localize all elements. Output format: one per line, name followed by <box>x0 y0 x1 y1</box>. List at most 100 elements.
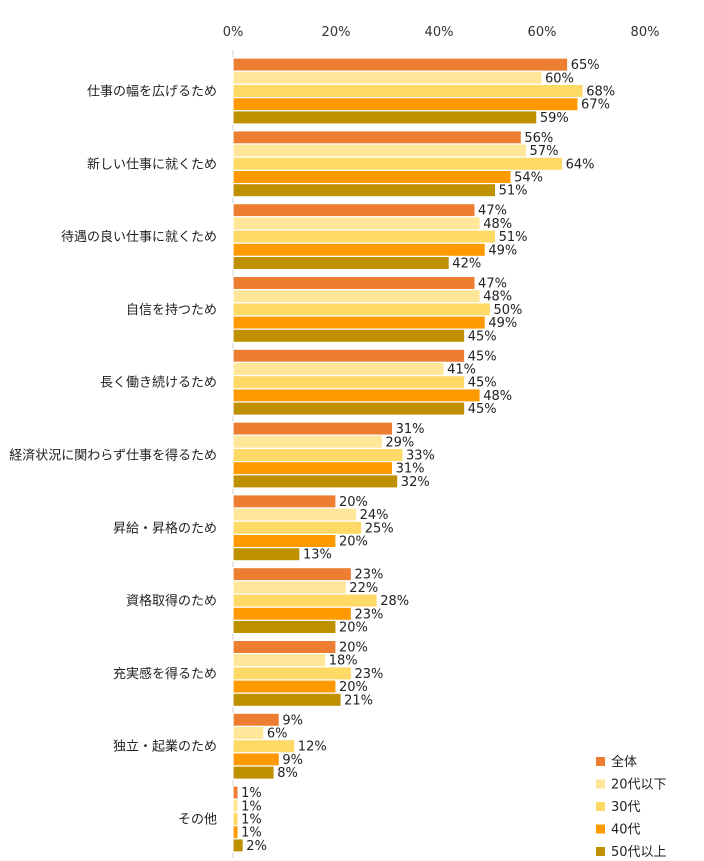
data-label: 20% <box>339 495 368 510</box>
data-label: 1% <box>241 813 262 828</box>
data-label: 2% <box>246 839 267 854</box>
legend-swatch <box>596 847 605 856</box>
bar <box>232 328 466 344</box>
bar <box>232 302 492 317</box>
data-label: 59% <box>540 111 569 126</box>
data-label: 45% <box>468 349 497 364</box>
bar <box>232 434 383 450</box>
data-label: 8% <box>277 766 298 781</box>
bar <box>232 679 337 694</box>
bar <box>232 546 301 562</box>
data-label: 56% <box>524 131 553 146</box>
data-label: 51% <box>499 184 528 199</box>
legend-swatch <box>596 757 605 766</box>
data-label: 47% <box>478 277 507 292</box>
bar <box>232 70 543 85</box>
bar <box>232 375 466 390</box>
data-label: 45% <box>468 329 497 344</box>
category-label: 待遇の良い仕事に就くため <box>61 229 217 245</box>
bar <box>232 361 445 377</box>
bar <box>232 183 497 198</box>
category-label: 資格取得のため <box>126 593 217 609</box>
bar <box>232 289 481 304</box>
x-tick-label: 40% <box>425 25 454 40</box>
bar <box>232 824 239 840</box>
data-label: 20% <box>339 535 368 550</box>
bar <box>232 606 353 622</box>
bar <box>232 348 466 364</box>
bars: 65%60%68%67%59%56%57%64%54%51%47%48%51%4… <box>232 57 615 854</box>
category-label: 新しい仕事に就くため <box>87 156 217 172</box>
data-label: 68% <box>586 85 615 100</box>
bar <box>232 242 486 257</box>
data-label: 20% <box>339 621 368 636</box>
data-label: 48% <box>483 290 512 305</box>
bar <box>232 533 337 549</box>
bar <box>232 785 239 800</box>
bar <box>232 838 244 853</box>
category-label: 独立・起業のため <box>113 739 217 755</box>
bar <box>232 566 353 582</box>
legend-label: 30代 <box>611 800 641 815</box>
data-label: 32% <box>401 475 430 490</box>
x-tick-label: 0% <box>223 25 244 40</box>
data-label: 33% <box>406 449 435 464</box>
category-label: 充実感を得るため <box>113 666 217 682</box>
data-label: 23% <box>354 667 383 682</box>
data-label: 23% <box>354 607 383 622</box>
data-label: 45% <box>468 402 497 417</box>
category-label: 長く働き続けるため <box>100 376 217 391</box>
bar <box>232 593 378 608</box>
bar <box>232 712 280 728</box>
data-label: 60% <box>545 71 574 86</box>
data-label: 48% <box>483 217 512 232</box>
data-label: 54% <box>514 171 543 186</box>
legend-swatch <box>596 824 605 834</box>
data-label: 20% <box>339 641 368 656</box>
bar <box>232 275 476 291</box>
data-label: 18% <box>329 654 358 669</box>
category-label: 仕事の幅を広げるため <box>87 85 217 100</box>
bar <box>232 652 327 668</box>
bar <box>232 156 564 171</box>
x-tick-label: 20% <box>322 25 351 40</box>
bar <box>232 811 239 827</box>
bar <box>232 96 579 112</box>
legend-label: 全体 <box>611 754 637 770</box>
legend-label: 50代以上 <box>611 845 667 860</box>
legend-label: 40代 <box>611 823 641 838</box>
bar <box>232 507 358 522</box>
bar <box>232 494 337 509</box>
data-label: 31% <box>396 462 425 477</box>
bar <box>232 520 363 536</box>
data-label: 45% <box>468 376 497 391</box>
bar <box>232 203 476 218</box>
data-label: 9% <box>282 753 303 768</box>
bar <box>232 798 239 814</box>
bar <box>232 765 275 780</box>
legend-swatch <box>596 779 605 789</box>
data-label: 1% <box>241 799 262 814</box>
category-labels: 仕事の幅を広げるため新しい仕事に就くため待遇の良い仕事に就くため自信を持つため長… <box>9 85 217 828</box>
bar <box>232 580 347 595</box>
bar <box>232 752 280 767</box>
data-label: 49% <box>488 243 517 258</box>
data-label: 24% <box>360 508 389 523</box>
x-tick-label: 80% <box>631 25 660 40</box>
data-label: 42% <box>452 257 481 272</box>
data-label: 47% <box>478 204 507 219</box>
bar <box>232 169 512 185</box>
data-label: 22% <box>349 581 378 596</box>
data-label: 29% <box>385 435 414 450</box>
bar <box>232 725 265 741</box>
data-label: 12% <box>298 740 327 755</box>
bar <box>232 255 450 271</box>
data-label: 49% <box>488 316 517 331</box>
bar <box>232 639 337 655</box>
bar <box>232 315 486 330</box>
data-label: 6% <box>267 727 288 742</box>
data-label: 1% <box>241 786 262 801</box>
bar <box>232 738 296 754</box>
data-label: 48% <box>483 389 512 404</box>
